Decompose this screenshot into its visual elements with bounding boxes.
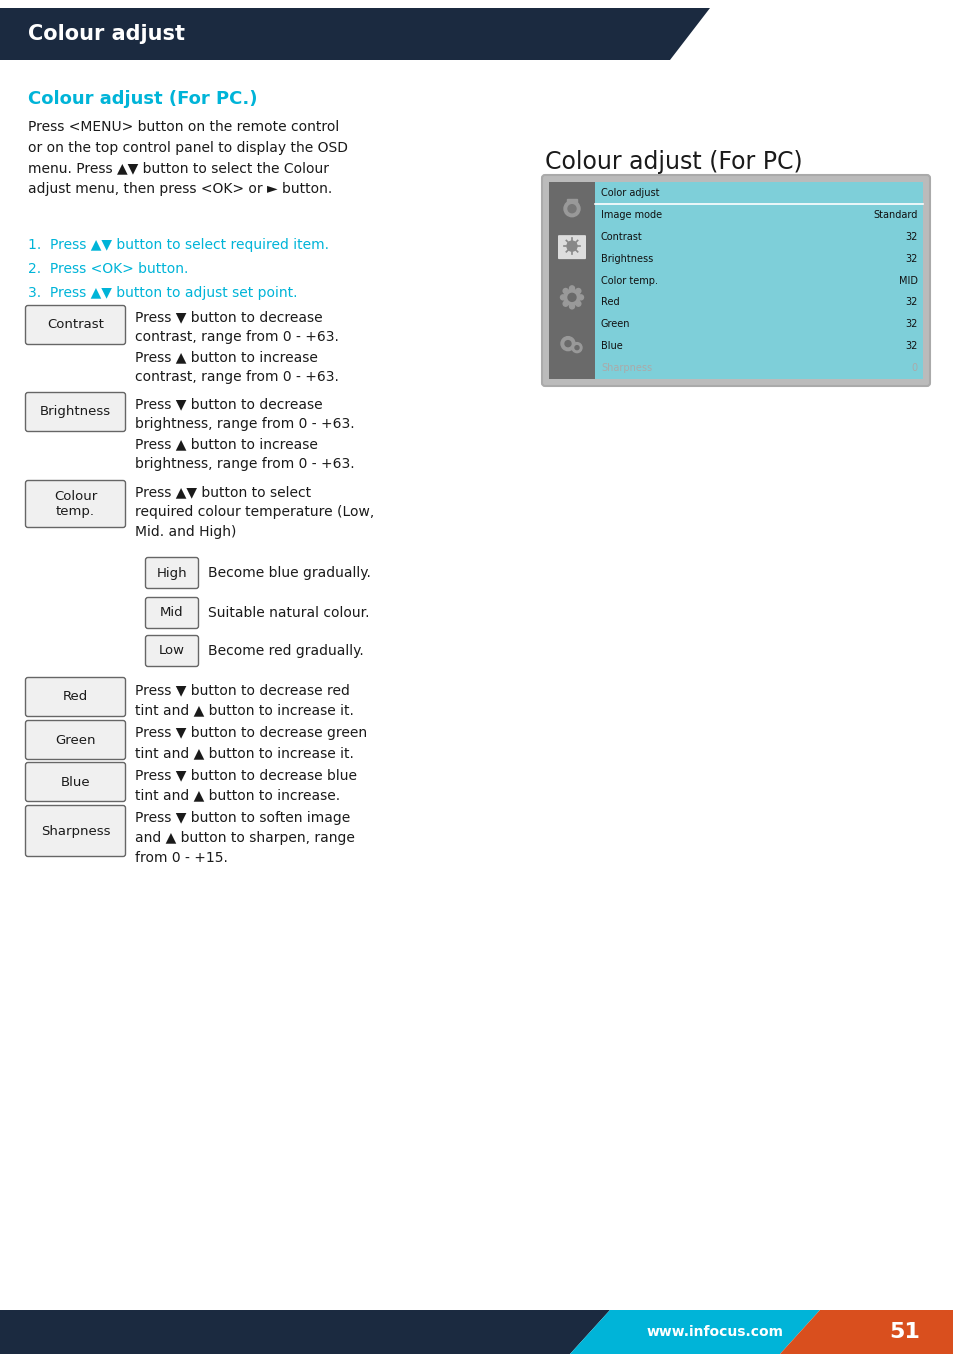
Circle shape	[560, 295, 565, 299]
Text: Red: Red	[600, 298, 619, 307]
Text: Sharpness: Sharpness	[600, 363, 652, 374]
Bar	[595, 181, 923, 379]
Text: Blue: Blue	[600, 341, 622, 351]
Polygon shape	[0, 1311, 609, 1354]
Text: Become red gradually.: Become red gradually.	[208, 645, 363, 658]
Text: 32: 32	[904, 320, 917, 329]
Circle shape	[566, 241, 577, 250]
Text: Press ▼ button to soften image
and ▲ button to sharpen, range
from 0 - +15.: Press ▼ button to soften image and ▲ but…	[135, 811, 355, 865]
Text: Image mode: Image mode	[600, 210, 661, 219]
Text: 0: 0	[911, 363, 917, 374]
FancyBboxPatch shape	[146, 635, 198, 666]
Text: Press ▼ button to decrease
brightness, range from 0 - +63.
Press ▲ button to inc: Press ▼ button to decrease brightness, r…	[135, 397, 355, 471]
Circle shape	[575, 345, 578, 349]
FancyBboxPatch shape	[26, 306, 126, 344]
Text: Colour adjust: Colour adjust	[28, 24, 185, 43]
Circle shape	[576, 288, 580, 294]
Bar	[566, 199, 577, 203]
Bar	[548, 181, 595, 379]
FancyBboxPatch shape	[146, 558, 198, 589]
Text: Blue: Blue	[61, 776, 91, 788]
Text: Contrast: Contrast	[600, 232, 642, 242]
Text: 32: 32	[904, 232, 917, 242]
Text: Green: Green	[600, 320, 630, 329]
Text: Press ▼ button to decrease blue
tint and ▲ button to increase.: Press ▼ button to decrease blue tint and…	[135, 768, 356, 802]
Text: Low: Low	[159, 645, 185, 658]
Text: 1.  Press ▲▼ button to select required item.: 1. Press ▲▼ button to select required it…	[28, 238, 329, 252]
Circle shape	[567, 204, 576, 213]
Text: Sharpness: Sharpness	[41, 825, 111, 838]
Text: MID: MID	[898, 275, 917, 286]
Text: Colour
temp.: Colour temp.	[53, 490, 97, 519]
FancyBboxPatch shape	[26, 677, 126, 716]
Text: High: High	[156, 566, 187, 580]
Circle shape	[562, 301, 568, 306]
Text: Press <MENU> button on the remote control
or on the top control panel to display: Press <MENU> button on the remote contro…	[28, 121, 348, 196]
Circle shape	[578, 295, 583, 299]
FancyBboxPatch shape	[26, 720, 126, 760]
Text: Suitable natural colour.: Suitable natural colour.	[208, 607, 369, 620]
Text: Colour adjust (For PC): Colour adjust (For PC)	[544, 150, 801, 175]
Text: Press ▲▼ button to select
required colour temperature (Low,
Mid. and High): Press ▲▼ button to select required colou…	[135, 485, 374, 539]
Text: Become blue gradually.: Become blue gradually.	[208, 566, 371, 580]
FancyBboxPatch shape	[146, 597, 198, 628]
Text: Brightness: Brightness	[40, 405, 111, 418]
Text: 32: 32	[904, 341, 917, 351]
Circle shape	[576, 301, 580, 306]
Circle shape	[572, 343, 581, 352]
Text: Brightness: Brightness	[600, 253, 653, 264]
Circle shape	[569, 303, 574, 309]
Circle shape	[567, 294, 576, 302]
Text: Press ▼ button to decrease red
tint and ▲ button to increase it.: Press ▼ button to decrease red tint and …	[135, 682, 354, 718]
FancyBboxPatch shape	[541, 175, 929, 386]
Text: Green: Green	[55, 734, 95, 746]
Polygon shape	[780, 1311, 953, 1354]
Text: Red: Red	[63, 691, 88, 704]
FancyBboxPatch shape	[558, 236, 585, 259]
Circle shape	[569, 286, 574, 291]
FancyBboxPatch shape	[26, 393, 126, 432]
Text: 2.  Press <OK> button.: 2. Press <OK> button.	[28, 263, 188, 276]
Circle shape	[562, 288, 568, 294]
Text: Press ▼ button to decrease
contrast, range from 0 - +63.
Press ▲ button to incre: Press ▼ button to decrease contrast, ran…	[135, 310, 338, 385]
Circle shape	[563, 200, 579, 217]
Circle shape	[564, 341, 571, 347]
Circle shape	[560, 337, 575, 351]
Text: Color temp.: Color temp.	[600, 275, 658, 286]
Text: Colour adjust (For PC.): Colour adjust (For PC.)	[28, 89, 257, 108]
FancyBboxPatch shape	[26, 762, 126, 802]
Polygon shape	[569, 1311, 820, 1354]
Text: Contrast: Contrast	[47, 318, 104, 332]
Text: Color adjust: Color adjust	[600, 188, 659, 198]
Text: 32: 32	[904, 298, 917, 307]
FancyBboxPatch shape	[26, 806, 126, 857]
Text: 51: 51	[888, 1322, 920, 1342]
Text: 32: 32	[904, 253, 917, 264]
Text: Mid: Mid	[160, 607, 184, 620]
Text: Press ▼ button to decrease green
tint and ▲ button to increase it.: Press ▼ button to decrease green tint an…	[135, 726, 367, 760]
Text: www.infocus.com: www.infocus.com	[646, 1326, 782, 1339]
Circle shape	[563, 290, 579, 306]
Text: 3.  Press ▲▼ button to adjust set point.: 3. Press ▲▼ button to adjust set point.	[28, 286, 297, 301]
FancyBboxPatch shape	[26, 481, 126, 528]
Text: Standard: Standard	[873, 210, 917, 219]
Polygon shape	[0, 8, 709, 60]
